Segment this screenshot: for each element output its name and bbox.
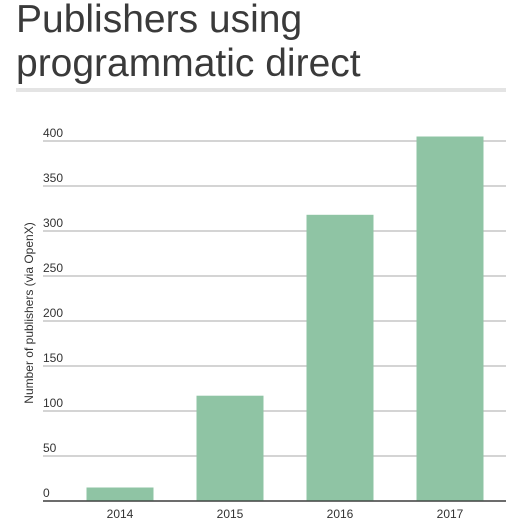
bar-2017 — [416, 136, 484, 501]
bar-2015 — [196, 395, 264, 501]
y-tick-label: 250 — [43, 261, 63, 275]
chart-title: Publishers using programmatic direct — [16, 0, 361, 85]
y-tick-label: 150 — [43, 351, 63, 365]
y-tick-label: 200 — [43, 306, 63, 320]
y-tick-label: 400 — [43, 126, 63, 140]
y-tick-label: 100 — [43, 396, 63, 410]
title-divider — [16, 88, 506, 92]
y-tick-label: 350 — [43, 171, 63, 185]
x-tick-label: 2015 — [217, 507, 244, 521]
y-tick-label: 300 — [43, 216, 63, 230]
x-tick-label: 2014 — [107, 507, 134, 521]
x-tick-label: 2017 — [437, 507, 464, 521]
y-tick-label: 0 — [43, 486, 50, 500]
bars — [43, 136, 506, 502]
y-axis-ticks: 0 50 100 150 200 250 300 350 400 — [43, 126, 63, 500]
x-tick-label: 2016 — [327, 507, 354, 521]
y-axis-label: Number of publishers (via OpenX) — [22, 222, 36, 403]
bar-2016 — [306, 214, 374, 502]
bar-2014 — [86, 487, 154, 501]
y-tick-label: 50 — [43, 441, 57, 455]
x-axis-ticks: 2014 2015 2016 2017 — [107, 507, 464, 521]
